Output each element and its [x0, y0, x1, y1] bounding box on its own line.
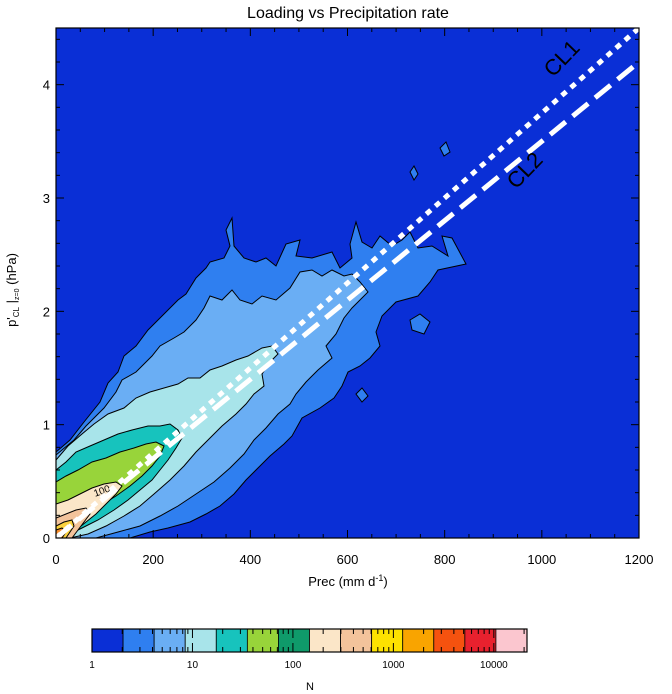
colorbar-segment	[371, 628, 404, 653]
contour-patch	[409, 165, 419, 181]
y-axis-label-subscript: CL	[12, 306, 21, 317]
colorbar-segment	[215, 628, 248, 653]
y-axis-label-subscript-2: z=0	[14, 288, 21, 300]
colorbar-segment	[402, 628, 435, 653]
y-tick-label: 3	[43, 191, 50, 206]
colorbar-segment	[91, 628, 124, 653]
colorbar-segment	[495, 628, 528, 653]
y-axis-label-bar: |	[4, 300, 19, 307]
contour-field: 100 CL1 CL2	[56, 28, 639, 538]
contour-patch	[355, 387, 369, 403]
x-tick-label: 1000	[527, 552, 556, 567]
colorbar-segment	[433, 628, 466, 653]
line-cl2	[56, 60, 639, 538]
y-tick-label: 4	[43, 78, 50, 93]
y-axis-label-end: (hPa)	[4, 253, 19, 288]
contour-patch	[409, 313, 431, 335]
colorbar-tick-label: 10000	[480, 660, 508, 671]
colorbar	[91, 628, 528, 653]
colorbar-segment	[122, 628, 155, 653]
colorbar-tick-label: 1	[89, 660, 95, 671]
y-tick-label: 1	[43, 418, 50, 433]
chart-title: Loading vs Precipitation rate	[247, 5, 449, 22]
colorbar-segment	[184, 628, 217, 653]
x-tick-label: 800	[434, 552, 456, 567]
y-axis: 0 1 2 3 4	[43, 38, 639, 546]
x-tick-label: 600	[337, 552, 359, 567]
x-axis-label-superscript: -1	[375, 573, 383, 583]
colorbar-segment	[340, 628, 373, 653]
colorbar-segment	[309, 628, 341, 653]
contour-patch	[439, 141, 451, 157]
y-axis-label: p'CL |z=0 (hPa)	[4, 253, 21, 327]
x-axis-label-end: )	[383, 574, 387, 589]
y-axis-label-main: p'	[4, 317, 19, 327]
colorbar-label: N	[306, 681, 314, 693]
x-tick-label: 1200	[625, 552, 654, 567]
colorbar-tick-label: 1000	[382, 660, 405, 671]
x-axis: 0 200 400 600 800 1000 1200	[52, 28, 653, 567]
colorbar-segment	[464, 628, 497, 653]
x-axis-label: Prec (mm d-1)	[308, 573, 388, 589]
y-tick-label: 2	[43, 304, 50, 319]
x-tick-label: 400	[239, 552, 261, 567]
colorbar-frame	[91, 628, 528, 653]
x-tick-label: 0	[52, 552, 59, 567]
colorbar-tick-label: 100	[285, 660, 302, 671]
y-tick-label: 0	[43, 531, 50, 546]
line-cl1	[56, 28, 639, 538]
x-axis-label-main: Prec (mm d	[308, 574, 375, 589]
colorbar-tick-label: 10	[187, 660, 199, 671]
x-tick-label: 200	[142, 552, 164, 567]
colorbar-ticks: 1 10 100 1000 10000	[89, 629, 525, 671]
